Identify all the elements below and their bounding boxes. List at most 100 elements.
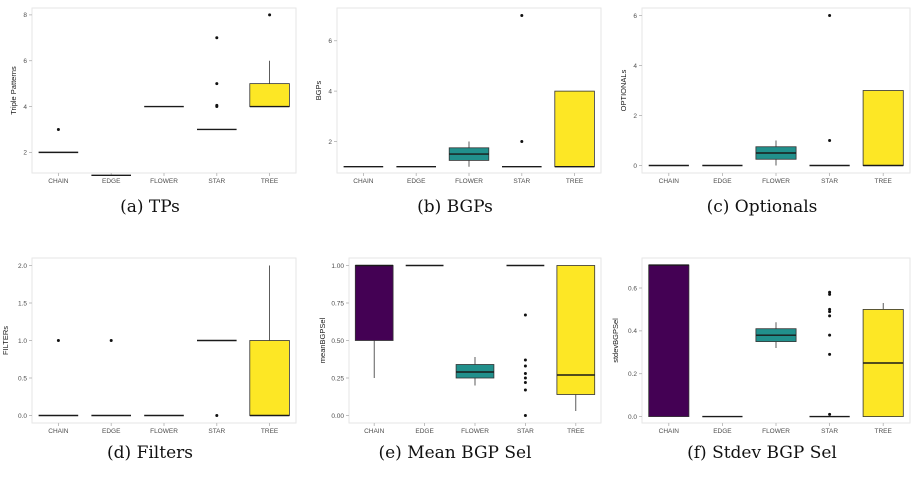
outlier-point xyxy=(523,372,527,375)
y-tick-label: 4 xyxy=(328,88,332,95)
x-tick-label: CHAIN xyxy=(659,178,680,185)
outlier-point xyxy=(523,358,527,362)
x-tick-label: TREE xyxy=(566,178,584,185)
y-tick-label: 1.5 xyxy=(18,300,27,307)
chart-caption: (e) Mean BGP Sel xyxy=(378,443,532,463)
x-tick-label: EDGE xyxy=(415,428,434,435)
box xyxy=(455,364,495,379)
box xyxy=(648,264,690,417)
outlier-point xyxy=(215,82,219,86)
chart-panel-stdev-bgp-sel: 0.0 0.2 0.4 0.6 stdevBGPSel CHAIN EDGE FLOWER ST… xyxy=(610,250,914,480)
box xyxy=(556,265,596,395)
y-tick-label: 0.5 xyxy=(18,375,27,382)
outlier-point xyxy=(828,290,832,294)
x-tick-label: TREE xyxy=(567,428,585,435)
y-axis-label: FILTERs xyxy=(1,326,10,355)
outlier-point xyxy=(523,376,527,380)
box xyxy=(249,340,290,416)
y-tick-label: 0.0 xyxy=(18,413,27,420)
box xyxy=(554,90,595,168)
y-tick-label: 6 xyxy=(328,38,332,45)
chart-panel-mean-bgp-sel: 0.00 0.25 0.50 0.75 1.00 meanBGPSel CHAIN EDGE F… xyxy=(305,250,605,480)
y-tick-label: 2 xyxy=(633,113,637,120)
x-tick-label: FLOWER xyxy=(150,178,178,185)
y-tick-label: 1.00 xyxy=(331,263,344,270)
y-tick-label: 0 xyxy=(633,163,637,170)
y-axis-label: BGPs xyxy=(314,80,323,100)
x-tick-label: STAR xyxy=(517,428,534,435)
y-tick-label: 2 xyxy=(23,150,27,157)
outlier-point xyxy=(523,388,527,392)
outlier-point xyxy=(828,314,832,318)
y-tick-label: 0.25 xyxy=(331,375,344,382)
outlier-point xyxy=(828,333,832,337)
y-tick-label: 0.6 xyxy=(628,285,637,292)
outlier-point xyxy=(215,103,219,107)
x-tick-label: STAR xyxy=(513,178,530,185)
chart-tps: 2 4 6 8 Triple Patterns CHAIN EDGE FLOWER STAR TR… xyxy=(9,7,297,185)
y-axis-label: OPTIONALs xyxy=(619,69,628,111)
outlier-point xyxy=(56,339,60,342)
x-tick-label: FLOWER xyxy=(762,428,790,435)
chart-caption: (d) Filters xyxy=(107,443,193,463)
y-tick-label: 0.2 xyxy=(628,371,637,378)
y-tick-label: 4 xyxy=(633,63,637,70)
chart-panel-bgps: 2 4 6 BGPs CHAIN EDGE FLOWER STAR TREE (b) BGPs xyxy=(305,0,605,235)
chart-mean-bgp-sel: 0.00 0.25 0.50 0.75 1.00 meanBGPSel CHAIN EDGE F… xyxy=(318,257,602,435)
x-tick-label: TREE xyxy=(261,178,279,185)
y-tick-label: 6 xyxy=(23,58,27,65)
x-tick-label: STAR xyxy=(208,178,225,185)
x-tick-label: STAR xyxy=(208,428,225,435)
outlier-point xyxy=(523,313,527,317)
x-tick-label: FLOWER xyxy=(461,428,489,435)
y-tick-label: 6 xyxy=(633,13,637,20)
y-tick-label: 2.0 xyxy=(18,263,27,270)
x-tick-label: CHAIN xyxy=(48,178,69,185)
outlier-point xyxy=(828,352,832,356)
x-tick-label: FLOWER xyxy=(150,428,178,435)
y-axis-label: stdevBGPSel xyxy=(611,318,620,363)
box xyxy=(249,83,290,107)
chart-stdev-bgp-sel: 0.0 0.2 0.4 0.6 stdevBGPSel CHAIN EDGE FLOWER ST… xyxy=(611,257,911,435)
x-tick-label: STAR xyxy=(821,428,838,435)
x-tick-label: FLOWER xyxy=(762,178,790,185)
x-tick-label: EDGE xyxy=(102,178,121,185)
outlier-point xyxy=(828,412,832,416)
x-tick-label: STAR xyxy=(821,178,838,185)
x-tick-label: TREE xyxy=(875,178,893,185)
box xyxy=(354,265,394,341)
outlier-point xyxy=(268,13,272,17)
outlier-point xyxy=(828,14,832,17)
y-tick-label: 0.4 xyxy=(628,328,637,335)
outlier-point xyxy=(215,414,219,417)
x-tick-label: EDGE xyxy=(713,428,732,435)
chart-panel-optionals: 0 2 4 6 OPTIONALs CHAIN EDGE FLOWER STAR TREE (c)… xyxy=(610,0,914,235)
x-tick-label: EDGE xyxy=(407,178,426,185)
outlier-point xyxy=(109,339,113,342)
outlier-point xyxy=(828,292,832,296)
outlier-point xyxy=(56,127,60,131)
y-tick-label: 0.75 xyxy=(331,300,344,307)
outlier-point xyxy=(520,140,524,144)
y-tick-label: 0.0 xyxy=(628,414,637,421)
y-tick-label: 8 xyxy=(23,12,27,19)
x-tick-label: EDGE xyxy=(713,178,732,185)
outlier-point xyxy=(523,364,527,368)
outlier-point xyxy=(523,414,527,417)
chart-caption: (c) Optionals xyxy=(706,197,818,217)
y-tick-label: 2 xyxy=(328,139,332,146)
x-tick-label: CHAIN xyxy=(48,428,69,435)
outlier-point xyxy=(520,14,524,18)
x-tick-label: EDGE xyxy=(102,428,121,435)
chart-panel-tps: 2 4 6 8 Triple Patterns CHAIN EDGE FLOWER STAR TR… xyxy=(0,0,300,235)
y-tick-label: 0.50 xyxy=(331,338,344,345)
y-tick-label: 1.0 xyxy=(18,338,27,345)
chart-caption: (a) TPs xyxy=(120,197,180,217)
chart-filters: 0.0 0.5 1.0 1.5 2.0 FILTERs CHAIN EDGE FLOWER STA… xyxy=(1,257,297,435)
x-tick-label: CHAIN xyxy=(353,178,374,185)
y-tick-label: 0.00 xyxy=(331,413,344,420)
chart-bgps: 2 4 6 BGPs CHAIN EDGE FLOWER STAR TREE xyxy=(314,7,602,185)
outlier-point xyxy=(828,310,832,314)
box xyxy=(862,90,904,166)
outlier-point xyxy=(523,381,527,384)
